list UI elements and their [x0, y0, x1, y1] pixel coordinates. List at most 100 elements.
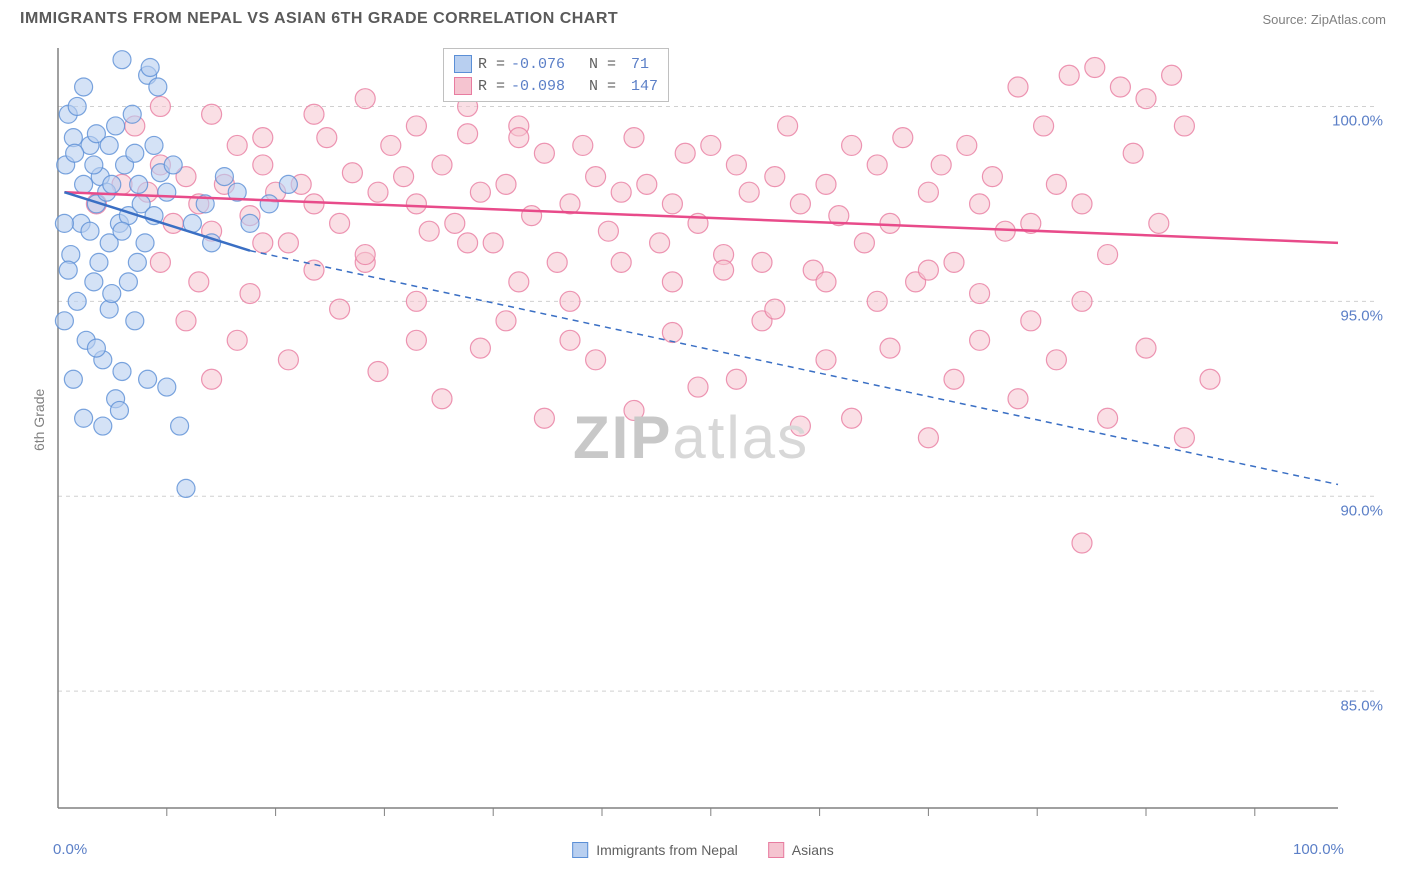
scatter-point: [432, 389, 452, 409]
scatter-point: [145, 136, 163, 154]
correlation-legend-row: R = -0.098 N = 147: [454, 75, 658, 97]
scatter-point: [381, 135, 401, 155]
scatter-point: [918, 260, 938, 280]
scatter-point: [445, 213, 465, 233]
scatter-point: [113, 362, 131, 380]
scatter-point: [128, 253, 146, 271]
scatter-point: [68, 97, 86, 115]
scatter-point: [573, 135, 593, 155]
scatter-point: [94, 417, 112, 435]
scatter-point: [1174, 116, 1194, 136]
scatter-point: [394, 167, 414, 187]
scatter-point: [126, 312, 144, 330]
scatter-point: [103, 285, 121, 303]
scatter-point: [260, 195, 278, 213]
scatter-point: [586, 167, 606, 187]
scatter-point: [918, 182, 938, 202]
scatter-point: [81, 222, 99, 240]
scatter-point: [87, 339, 105, 357]
scatter-point: [816, 272, 836, 292]
scatter-point: [66, 144, 84, 162]
scatter-point: [75, 78, 93, 96]
scatter-point: [867, 155, 887, 175]
scatter-point: [1136, 89, 1156, 109]
scatter-point: [662, 272, 682, 292]
scatter-point: [406, 330, 426, 350]
scatter-point: [1123, 143, 1143, 163]
scatter-point: [1085, 57, 1105, 77]
scatter-point: [816, 350, 836, 370]
scatter-point: [158, 183, 176, 201]
scatter-point: [164, 156, 182, 174]
scatter-point: [136, 234, 154, 252]
scatter-point: [1034, 116, 1054, 136]
y-tick-label: 100.0%: [1332, 113, 1383, 130]
legend-swatch-icon: [768, 842, 784, 858]
y-tick-label: 95.0%: [1340, 308, 1383, 325]
scatter-point: [931, 155, 951, 175]
x-tick-label: 100.0%: [1293, 841, 1344, 858]
scatter-point: [586, 350, 606, 370]
scatter-point: [918, 428, 938, 448]
scatter-point: [611, 252, 631, 272]
scatter-point: [150, 252, 170, 272]
scatter-point: [368, 361, 388, 381]
scatter-point: [611, 182, 631, 202]
scatter-point: [790, 194, 810, 214]
scatter-point: [189, 272, 209, 292]
scatter-point: [1046, 174, 1066, 194]
scatter-point: [59, 261, 77, 279]
scatter-point: [1072, 194, 1092, 214]
scatter-point: [560, 330, 580, 350]
scatter-point: [85, 156, 103, 174]
scatter-point: [765, 299, 785, 319]
y-tick-label: 90.0%: [1340, 503, 1383, 520]
chart-container: 6th Grade 85.0%90.0%95.0%100.0% 0.0%100.…: [13, 33, 1393, 853]
scatter-point: [68, 292, 86, 310]
scatter-point: [62, 246, 80, 264]
scatter-point: [970, 284, 990, 304]
scatter-point: [75, 409, 93, 427]
scatter-point: [1059, 65, 1079, 85]
scatter-point: [534, 408, 554, 428]
scatter-point: [714, 260, 734, 280]
scatter-point: [1008, 77, 1028, 97]
scatter-point: [107, 117, 125, 135]
scatter-point: [842, 135, 862, 155]
scatter-point: [240, 284, 260, 304]
source-attribution: Source: ZipAtlas.com: [1262, 12, 1386, 27]
scatter-point: [304, 194, 324, 214]
scatter-point: [662, 323, 682, 343]
scatter-point: [547, 252, 567, 272]
scatter-point: [317, 128, 337, 148]
scatter-point: [215, 168, 233, 186]
scatter-point: [75, 175, 93, 193]
legend-item-nepal: Immigrants from Nepal: [572, 842, 738, 858]
scatter-point: [279, 175, 297, 193]
scatter-point: [509, 272, 529, 292]
scatter-point: [113, 222, 131, 240]
scatter-point: [139, 370, 157, 388]
legend-swatch-icon: [454, 55, 472, 73]
scatter-point: [496, 311, 516, 331]
scatter-point: [496, 174, 516, 194]
scatter-point: [158, 378, 176, 396]
scatter-point: [944, 369, 964, 389]
scatter-point: [982, 167, 1002, 187]
scatter-point: [227, 330, 247, 350]
scatter-point: [227, 135, 247, 155]
scatter-point: [880, 213, 900, 233]
legend-item-asians: Asians: [768, 842, 834, 858]
scatter-point: [253, 233, 273, 253]
scatter-point: [64, 370, 82, 388]
scatter-point: [1098, 408, 1118, 428]
scatter-point: [110, 401, 128, 419]
scatter-point: [458, 233, 478, 253]
scatter-point: [304, 104, 324, 124]
scatter-point: [100, 136, 118, 154]
scatter-point: [406, 116, 426, 136]
scatter-point: [355, 245, 375, 265]
scatter-point: [130, 175, 148, 193]
scatter-point: [126, 144, 144, 162]
scatter-point: [650, 233, 670, 253]
